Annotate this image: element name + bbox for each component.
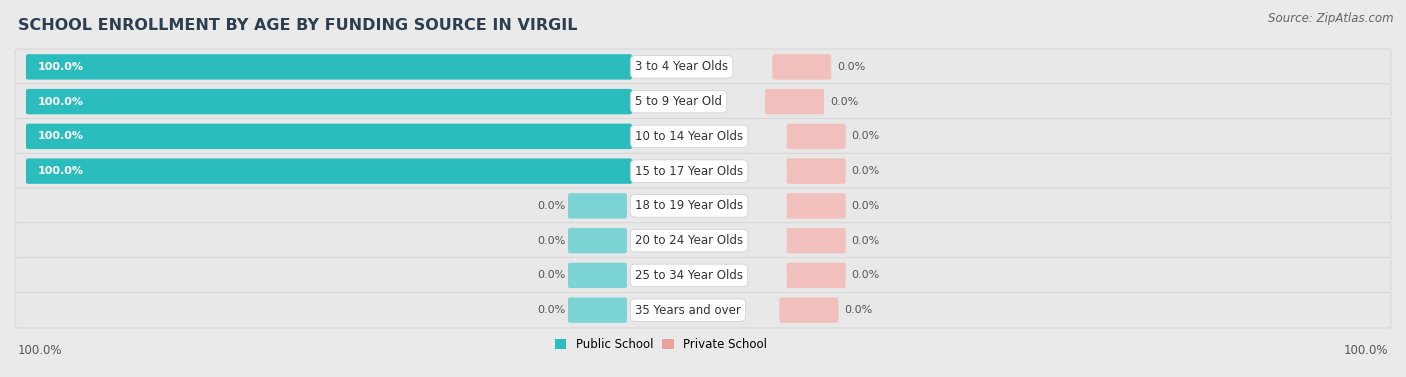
Text: 100.0%: 100.0% [38,97,84,107]
FancyBboxPatch shape [568,263,627,288]
FancyBboxPatch shape [765,89,824,114]
Text: 100.0%: 100.0% [38,131,84,141]
Text: 100.0%: 100.0% [18,345,62,357]
Text: 0.0%: 0.0% [852,270,880,280]
Text: 0.0%: 0.0% [852,201,880,211]
FancyBboxPatch shape [15,257,1391,293]
FancyBboxPatch shape [15,223,1391,259]
FancyBboxPatch shape [772,54,831,80]
FancyBboxPatch shape [786,193,845,219]
Text: 20 to 24 Year Olds: 20 to 24 Year Olds [636,234,744,247]
FancyBboxPatch shape [779,297,838,323]
Text: 0.0%: 0.0% [852,166,880,176]
FancyBboxPatch shape [15,188,1391,224]
Text: 10 to 14 Year Olds: 10 to 14 Year Olds [636,130,744,143]
Text: 0.0%: 0.0% [837,62,866,72]
FancyBboxPatch shape [786,228,845,253]
FancyBboxPatch shape [15,118,1391,154]
Text: 0.0%: 0.0% [537,305,565,315]
FancyBboxPatch shape [25,158,633,184]
Text: 0.0%: 0.0% [537,270,565,280]
Text: 18 to 19 Year Olds: 18 to 19 Year Olds [636,199,744,212]
FancyBboxPatch shape [568,297,627,323]
FancyBboxPatch shape [786,158,845,184]
Text: Source: ZipAtlas.com: Source: ZipAtlas.com [1268,12,1393,25]
Text: SCHOOL ENROLLMENT BY AGE BY FUNDING SOURCE IN VIRGIL: SCHOOL ENROLLMENT BY AGE BY FUNDING SOUR… [18,18,578,33]
Text: 0.0%: 0.0% [830,97,858,107]
FancyBboxPatch shape [15,153,1391,189]
Text: 100.0%: 100.0% [38,62,84,72]
FancyBboxPatch shape [25,89,633,114]
FancyBboxPatch shape [15,84,1391,120]
FancyBboxPatch shape [786,124,845,149]
FancyBboxPatch shape [25,124,633,149]
Text: 100.0%: 100.0% [1344,345,1388,357]
Text: 0.0%: 0.0% [537,201,565,211]
Text: 0.0%: 0.0% [845,305,873,315]
Legend: Public School, Private School: Public School, Private School [555,338,766,351]
FancyBboxPatch shape [15,49,1391,85]
FancyBboxPatch shape [15,292,1391,328]
FancyBboxPatch shape [568,228,627,253]
Text: 3 to 4 Year Olds: 3 to 4 Year Olds [636,60,728,74]
Text: 15 to 17 Year Olds: 15 to 17 Year Olds [636,165,744,178]
Text: 0.0%: 0.0% [852,131,880,141]
FancyBboxPatch shape [25,54,633,80]
Text: 100.0%: 100.0% [38,166,84,176]
Text: 25 to 34 Year Olds: 25 to 34 Year Olds [636,269,742,282]
Text: 5 to 9 Year Old: 5 to 9 Year Old [636,95,723,108]
FancyBboxPatch shape [568,193,627,219]
Text: 0.0%: 0.0% [852,236,880,246]
Text: 0.0%: 0.0% [537,236,565,246]
Text: 35 Years and over: 35 Years and over [636,303,741,317]
FancyBboxPatch shape [786,263,845,288]
